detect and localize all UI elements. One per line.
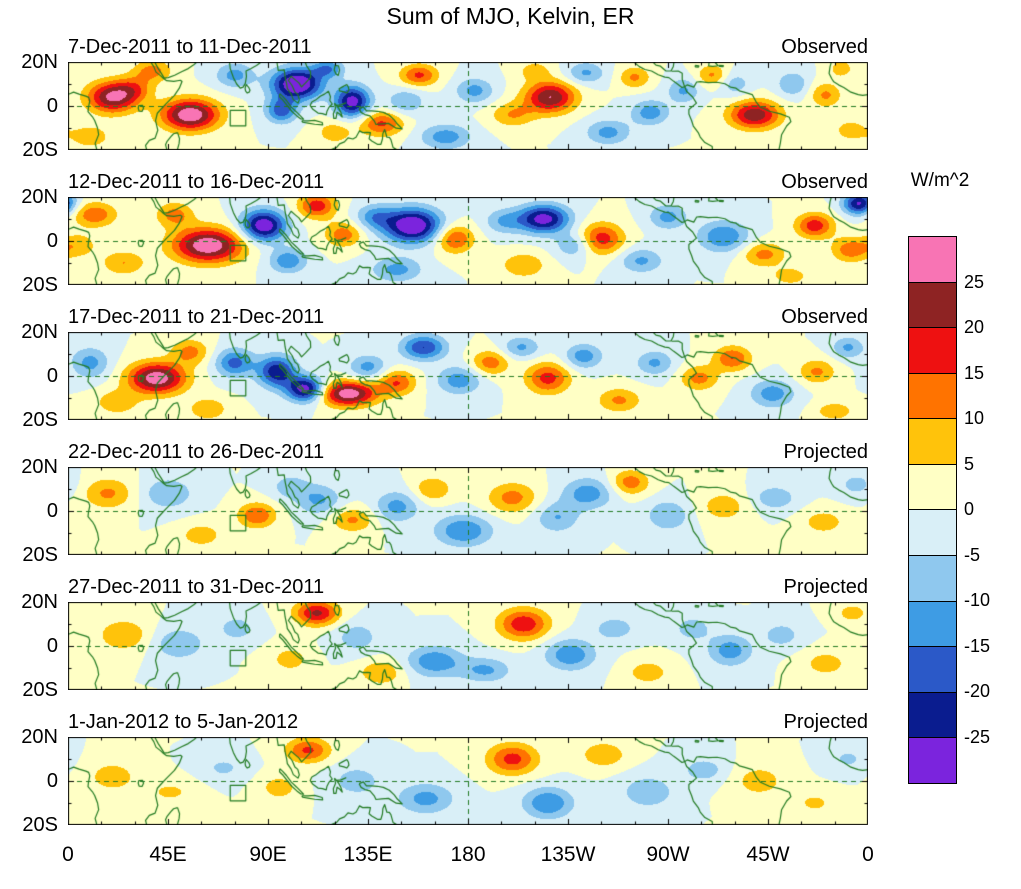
map-canvas — [68, 332, 868, 420]
y-tick-label: 20S — [22, 544, 58, 566]
y-tick-label: 0 — [46, 365, 58, 387]
map-canvas — [68, 197, 868, 285]
x-tick-label: 90W — [646, 843, 690, 866]
panel-header: 12-Dec-2011 to 16-Dec-2011 Observed — [68, 170, 868, 194]
colorbar-tick-label: -5 — [964, 544, 981, 565]
colorbar-color-box — [909, 418, 956, 464]
y-tick-label: 20N — [21, 186, 58, 208]
map-canvas — [68, 62, 868, 150]
colorbar-tick-label: 25 — [964, 271, 985, 292]
colorbar-color-box — [909, 372, 956, 419]
x-tick-label: 0 — [862, 843, 874, 866]
colorbar-units-label: W/m^2 — [910, 170, 970, 191]
panel-header: 17-Dec-2011 to 21-Dec-2011 Observed — [68, 305, 868, 329]
panel-status: Projected — [783, 576, 869, 598]
y-tick-label: 20N — [21, 591, 58, 613]
map-canvas — [68, 602, 868, 690]
y-tick-label: 0 — [46, 500, 58, 522]
x-tick-label: 135W — [540, 843, 596, 866]
colorbar-tick-label: 5 — [964, 453, 975, 474]
panel-status: Projected — [783, 711, 869, 733]
x-tick-label: 0 — [62, 843, 74, 866]
y-tick-label: 20S — [22, 274, 58, 296]
map-canvas — [68, 737, 868, 825]
panel-date-range: 7-Dec-2011 to 11-Dec-2011 — [68, 36, 312, 58]
panel-date-range: 22-Dec-2011 to 26-Dec-2011 — [68, 441, 325, 463]
colorbar-color-box — [909, 646, 956, 692]
panel-status: Observed — [781, 306, 868, 328]
y-tick-label: 20S — [22, 409, 58, 431]
map-canvas — [68, 467, 868, 555]
x-tick-label: 90E — [249, 843, 287, 866]
x-tick-label: 180 — [450, 843, 486, 866]
panel-status: Observed — [781, 36, 868, 58]
y-tick-label: 20S — [22, 679, 58, 701]
panel-date-range: 1-Jan-2012 to 5-Jan-2012 — [68, 711, 299, 733]
panel-date-range: 12-Dec-2011 to 16-Dec-2011 — [68, 171, 325, 193]
colorbar-color-box — [909, 600, 956, 647]
panel-status: Projected — [783, 441, 869, 463]
colorbar-tick-label: 10 — [964, 408, 985, 428]
colorbar-color-box — [909, 281, 956, 328]
colorbar-tick-label: -20 — [964, 681, 991, 701]
y-tick-label: 20S — [22, 139, 58, 161]
colorbar-scale — [908, 236, 957, 784]
colorbar-color-box — [909, 737, 956, 783]
y-tick-label: 0 — [46, 230, 58, 252]
colorbar-color-box — [909, 691, 956, 738]
colorbar-tick-label: -15 — [964, 635, 991, 656]
panel-header: 27-Dec-2011 to 31-Dec-2011 Projected — [68, 575, 868, 599]
y-tick-label: 0 — [46, 635, 58, 657]
colorbar-color-box — [909, 237, 956, 282]
x-tick-label: 45E — [149, 843, 187, 866]
y-tick-label: 20N — [21, 726, 58, 748]
colorbar-tick-label: 15 — [964, 362, 985, 383]
y-tick-label: 20N — [21, 456, 58, 478]
y-tick-label: 0 — [46, 95, 58, 117]
panel-header: 22-Dec-2011 to 26-Dec-2011 Projected — [68, 440, 868, 464]
x-tick-label: 45W — [746, 843, 790, 866]
y-tick-label: 20N — [21, 51, 58, 73]
panel-header: 1-Jan-2012 to 5-Jan-2012 Projected — [68, 710, 868, 734]
chart-title: Sum of MJO, Kelvin, ER — [386, 3, 635, 29]
x-tick-label: 135E — [343, 843, 393, 866]
colorbar-color-box — [909, 327, 956, 373]
y-tick-label: 20N — [21, 321, 58, 343]
colorbar-color-box — [909, 463, 956, 510]
colorbar-tick-label: -25 — [964, 726, 991, 747]
colorbar-color-box — [909, 509, 956, 556]
colorbar-tick-label: -10 — [964, 590, 991, 610]
panel-date-range: 27-Dec-2011 to 31-Dec-2011 — [68, 576, 325, 598]
colorbar-tick-label: 20 — [964, 317, 985, 337]
panel-header: 7-Dec-2011 to 11-Dec-2011 Observed — [68, 35, 868, 59]
panel-status: Observed — [781, 171, 868, 193]
colorbar-color-box — [909, 555, 956, 601]
panel-date-range: 17-Dec-2011 to 21-Dec-2011 — [68, 306, 325, 328]
y-tick-label: 0 — [46, 770, 58, 792]
y-tick-label: 20S — [22, 814, 58, 836]
colorbar-tick-label: 0 — [964, 499, 975, 519]
